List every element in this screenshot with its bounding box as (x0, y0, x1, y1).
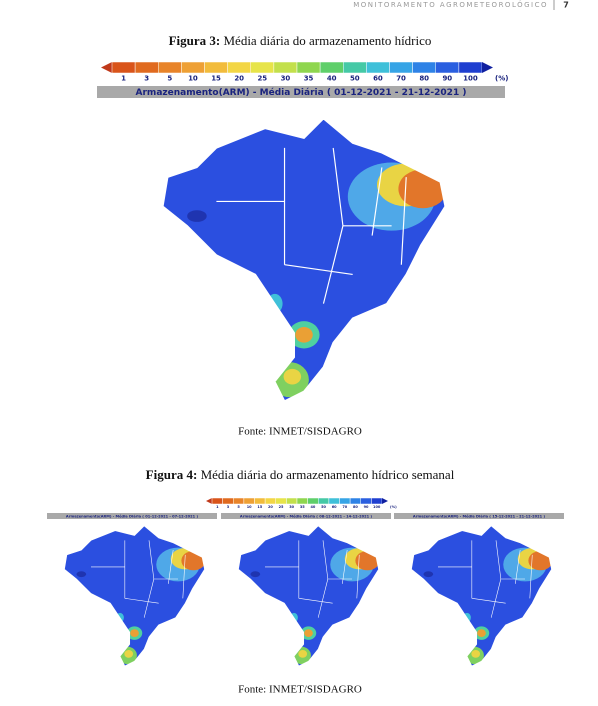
map (236, 521, 381, 666)
map-title-bar (394, 513, 564, 519)
source: Fonte: INMET/SISDAGRO (238, 684, 362, 696)
legend-label: 3 (227, 505, 230, 509)
map-title-bar (47, 513, 217, 519)
legend-swatch (243, 497, 255, 505)
legend-label: 30 (281, 75, 291, 83)
legend-label: 5 (167, 75, 172, 83)
legend-unit: (%) (495, 75, 508, 83)
legend-swatch (296, 497, 308, 505)
map-title-bar (221, 513, 391, 519)
map-title: Armazenamento(ARM) - Média Diária ( 01-1… (66, 514, 198, 518)
map-title: Armazenamento(ARM) - Média Diária ( 15-1… (413, 514, 545, 518)
legend-label: 80 (419, 75, 429, 83)
legend-swatch (181, 61, 205, 74)
legend-swatch (319, 61, 344, 74)
legend-label: 35 (300, 505, 305, 509)
legend-swatch (349, 497, 361, 505)
legend-swatch (111, 61, 136, 74)
figure-label: Figura 3: (169, 33, 221, 48)
legend-swatch (328, 497, 340, 505)
legend-label: 25 (279, 505, 284, 509)
legend-swatch (250, 61, 275, 74)
legend-swatch (211, 497, 223, 505)
figure-caption-text: Média diária do armazenamento hídrico se… (201, 467, 455, 482)
legend-arrow (101, 62, 112, 73)
legend-label: 35 (304, 75, 314, 83)
legend-label: 15 (257, 505, 262, 509)
map (409, 521, 554, 666)
page-number: 7 (563, 1, 569, 10)
legend-label: 100 (373, 505, 381, 509)
source: Fonte: INMET/SISDAGRO (238, 426, 362, 438)
legend-label: 1 (121, 75, 126, 83)
legend-swatch (233, 497, 245, 505)
legend-label: 70 (342, 505, 347, 509)
figure-caption: Figura 4: Média diária do armazenamento … (146, 467, 455, 482)
legend-label: 60 (373, 75, 383, 83)
legend-swatch (204, 61, 228, 74)
legend-label: 50 (321, 505, 326, 509)
legend-label: 5 (237, 505, 240, 509)
color-legend: 1 3 5 10 15 20 25 30 35 40 50 60 70 80 90 100 (%) (206, 497, 397, 509)
map-title: Armazenamento(ARM) - Média Diária ( 01-1… (136, 87, 467, 98)
legend-label: 100 (463, 75, 478, 83)
figure-caption: Figura 3: Média diária do armazenamento … (169, 33, 432, 48)
legend-swatch (222, 497, 234, 505)
legend-label: 70 (396, 75, 406, 83)
legend-swatch (458, 61, 483, 74)
legend-swatch (134, 61, 159, 74)
legend-unit: (%) (390, 505, 397, 509)
legend-swatch (371, 497, 383, 505)
legend-swatch (273, 61, 298, 74)
figure-label: Figura 4: (146, 467, 198, 482)
legend-swatch (296, 61, 321, 74)
legend-label: 3 (144, 75, 149, 83)
legend-swatch (275, 497, 287, 505)
legend-label: 1 (216, 505, 219, 509)
header-title: MONITORAMENTO AGROMETEOROLÓGICO (353, 0, 548, 9)
legend-swatch (158, 61, 182, 74)
legend-arrow (482, 62, 493, 73)
legend-label: 10 (188, 75, 198, 83)
legend-label: 30 (289, 505, 294, 509)
legend-label: 25 (257, 75, 267, 83)
legend-arrow (382, 498, 388, 504)
legend-swatch (254, 497, 266, 505)
color-legend: 1 3 5 10 15 20 25 30 35 40 50 60 70 80 90 100 (%) (101, 61, 508, 83)
legend-label: 80 (353, 505, 358, 509)
legend-label: 10 (247, 505, 252, 509)
legend-label: 40 (327, 75, 337, 83)
legend-swatch (412, 61, 436, 74)
legend-swatch (360, 497, 372, 505)
legend-swatch (435, 61, 460, 74)
legend-swatch (339, 497, 351, 505)
map (158, 109, 450, 401)
legend-swatch (389, 61, 413, 74)
legend-arrow (206, 498, 212, 504)
legend-label: 15 (211, 75, 221, 83)
legend-label: 40 (311, 505, 316, 509)
legend-swatch (307, 497, 319, 505)
map-title: Armazenamento(ARM) - Média Diária ( 08-1… (240, 514, 372, 518)
legend-swatch (227, 61, 251, 74)
legend-label: 60 (332, 505, 337, 509)
map (62, 521, 207, 666)
weekly-maps: Armazenamento(ARM) - Média Diária ( 01-1… (47, 513, 564, 666)
legend-label: 20 (268, 505, 273, 509)
legend-swatch (366, 61, 390, 74)
legend-swatch (264, 497, 276, 505)
legend-swatch (318, 497, 330, 505)
legend-swatch (286, 497, 298, 505)
legend-label: 90 (442, 75, 452, 83)
map-title-bar (97, 86, 505, 98)
legend-label: 20 (234, 75, 244, 83)
legend-label: 90 (364, 505, 369, 509)
legend-label: 50 (350, 75, 360, 83)
legend-swatch (343, 61, 367, 74)
figure-caption-text: Média diária do armazenamento hídrico (223, 33, 431, 48)
